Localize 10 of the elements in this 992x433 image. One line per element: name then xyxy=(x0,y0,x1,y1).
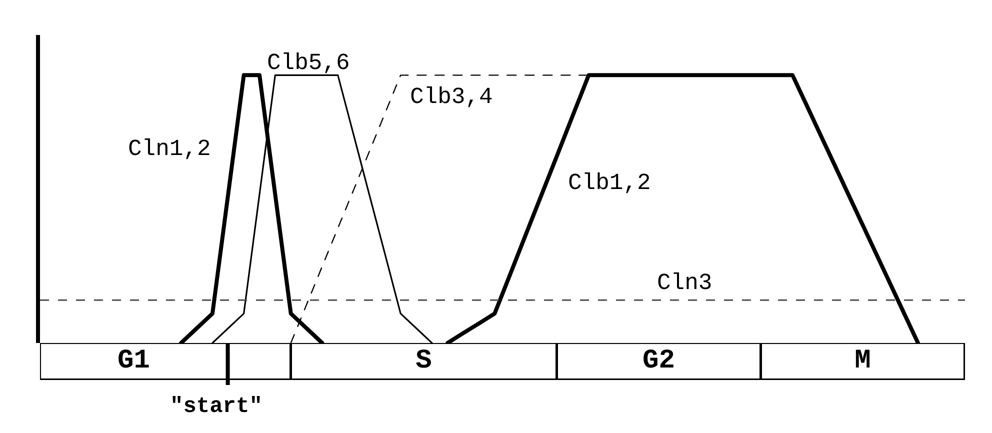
series-label: Cln1,2 xyxy=(128,136,211,162)
series-label: S xyxy=(416,346,432,376)
ref-line-label: Cln3 xyxy=(657,270,712,296)
series-label: G1 xyxy=(118,346,150,376)
series-label: Clb1,2 xyxy=(568,170,651,196)
series-label: M xyxy=(854,346,871,376)
series-label: Clb3,4 xyxy=(410,84,493,110)
series-label: Clb5,6 xyxy=(267,50,350,76)
ref-line-label: "start" xyxy=(170,394,262,419)
series-label: G2 xyxy=(642,346,675,376)
